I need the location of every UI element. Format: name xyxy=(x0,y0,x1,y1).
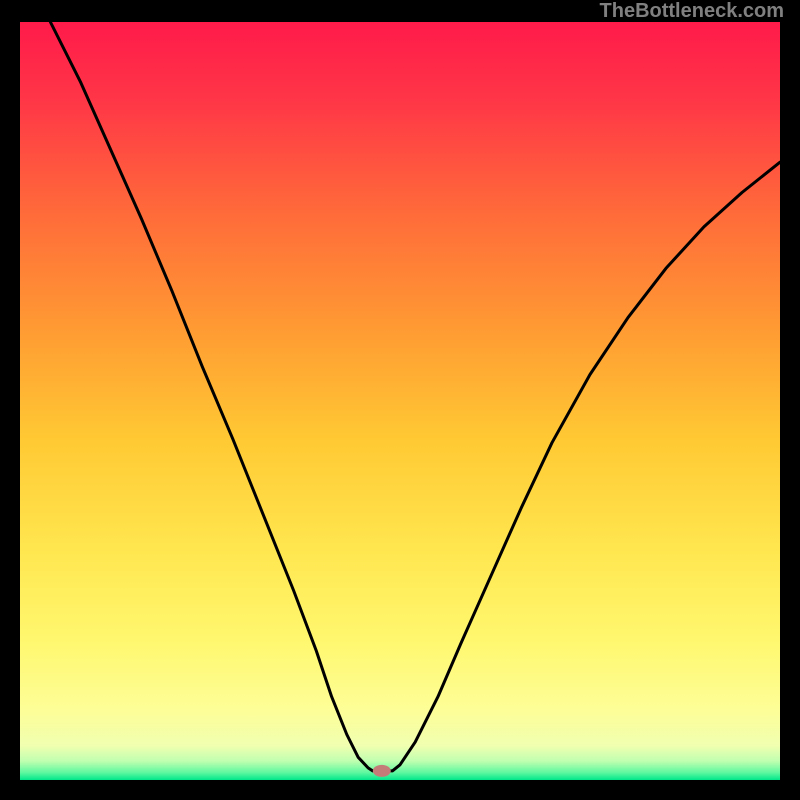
curve-layer xyxy=(0,0,800,800)
bottleneck-chart: TheBottleneck.com xyxy=(0,0,800,800)
notch-marker xyxy=(373,765,391,777)
watermark-text: TheBottleneck.com xyxy=(600,0,784,23)
bottleneck-curve xyxy=(50,22,780,771)
